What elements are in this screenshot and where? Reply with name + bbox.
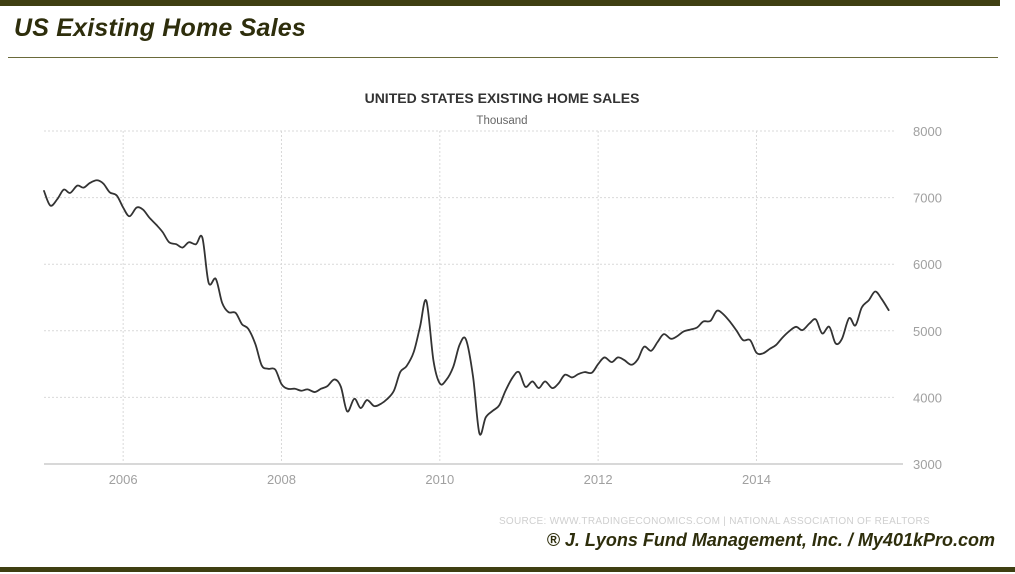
y-tick-label: 3000 — [913, 457, 942, 472]
y-tick-label: 7000 — [913, 191, 942, 206]
series-line — [43, 179, 890, 436]
top-border — [0, 0, 1000, 6]
y-tick-label: 4000 — [913, 390, 942, 405]
y-tick-label: 6000 — [913, 257, 942, 272]
chart-subtitle: Thousand — [476, 115, 527, 127]
grid — [44, 130, 903, 465]
page-title: US Existing Home Sales — [14, 14, 306, 42]
x-tick-label: 2012 — [584, 472, 613, 487]
y-axis: 3000 4000 5000 6000 7000 8000 — [913, 124, 942, 472]
chart-title: UNITED STATES EXISTING HOME SALES — [365, 90, 640, 106]
x-tick-label: 2014 — [742, 472, 771, 487]
title-divider — [8, 57, 998, 58]
x-tick-label: 2010 — [425, 472, 454, 487]
x-tick-label: 2006 — [109, 472, 138, 487]
series-layer — [43, 179, 890, 436]
x-tick-label: 2008 — [267, 472, 296, 487]
bottom-border — [0, 567, 1015, 572]
source-note: SOURCE: WWW.TRADINGECONOMICS.COM | NATIO… — [499, 516, 930, 527]
y-tick-label: 8000 — [913, 124, 942, 139]
footer-credit: ® J. Lyons Fund Management, Inc. / My401… — [546, 530, 995, 550]
y-tick-label: 5000 — [913, 324, 942, 339]
x-axis: 2006 2008 2010 2012 2014 — [109, 472, 771, 487]
